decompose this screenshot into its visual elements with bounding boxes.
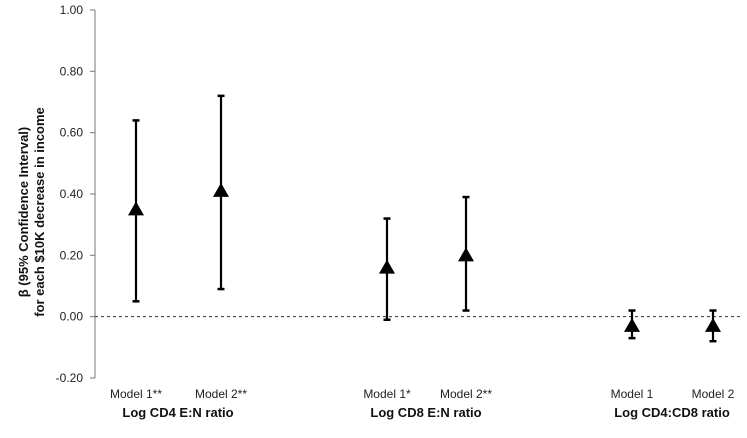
estimate-triangle-marker — [705, 317, 721, 332]
y-axis-title-line2: for each $10K decrease in income — [32, 107, 47, 317]
y-axis-title: β (95% Confidence Interval) for each $10… — [16, 107, 47, 317]
axes: 1.00 0.80 0.60 0.40 0.20 0.00 -0.20 Log CD4 E:N… — [56, 3, 740, 420]
group-label: Log CD8 E:N ratio — [370, 405, 481, 420]
y-tick-label: 0.20 — [60, 248, 84, 262]
estimate-triangle-marker — [458, 247, 474, 262]
model-label: Model 1** — [110, 387, 162, 401]
group-label: Log CD4:CD8 ratio — [614, 405, 730, 420]
y-tick-label: -0.20 — [56, 371, 84, 385]
estimate-triangle-marker — [624, 317, 640, 332]
y-tick-label: 0.60 — [60, 126, 84, 140]
model-label: Model 2** — [440, 387, 492, 401]
y-tick-label: 0.40 — [60, 187, 84, 201]
group-label: Log CD4 E:N ratio — [122, 405, 233, 420]
y-tick-label: 0.80 — [60, 64, 84, 78]
y-tick-label: 1.00 — [60, 3, 84, 17]
model-label: Model 2** — [195, 387, 247, 401]
model-label: Model 1* — [363, 387, 411, 401]
estimate-with-ci — [128, 119, 144, 303]
model-label: Model 1 — [611, 387, 654, 401]
estimate-with-ci — [624, 309, 640, 340]
plot-area — [128, 94, 721, 343]
estimate-with-ci — [213, 94, 229, 291]
estimate-with-ci — [705, 309, 721, 343]
estimate-with-ci — [379, 217, 395, 321]
estimate-triangle-marker — [379, 259, 395, 274]
estimate-triangle-marker — [128, 201, 144, 216]
y-tick-label: 0.00 — [60, 310, 84, 324]
estimate-with-ci — [458, 195, 474, 312]
estimate-triangle-marker — [213, 182, 229, 197]
model-label: Model 2 — [692, 387, 735, 401]
y-axis-title-line1: β (95% Confidence Interval) — [16, 127, 31, 297]
